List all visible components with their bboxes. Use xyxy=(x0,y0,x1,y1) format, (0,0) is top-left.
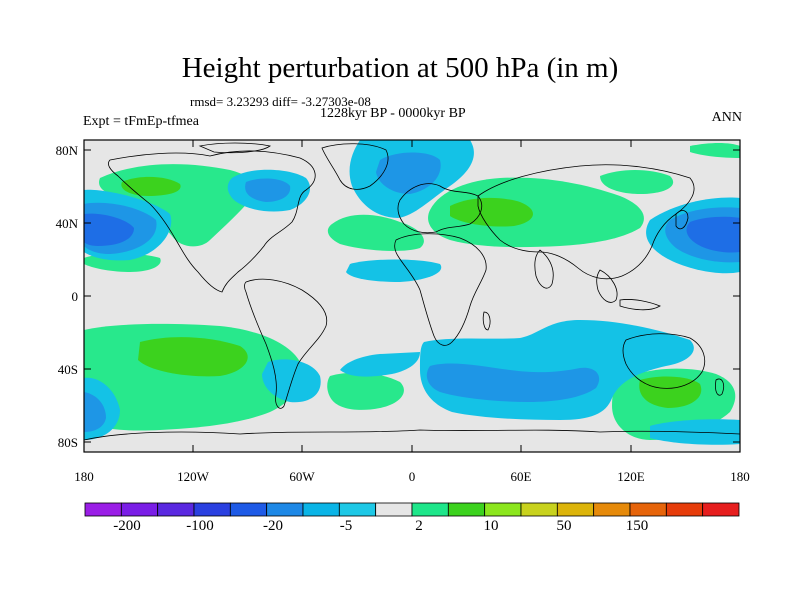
colorbar-box xyxy=(229,502,268,517)
season-label: ANN xyxy=(711,110,742,125)
coast-south-america xyxy=(244,278,328,409)
stats-text: rmsd= 3.23293 diff= -3.27303e-08 xyxy=(190,94,371,109)
contour-yellowgreen-eurasia xyxy=(450,197,533,227)
contour-midblue-south-left xyxy=(84,392,106,432)
coastlines xyxy=(84,142,740,452)
colorbar-box xyxy=(629,502,667,517)
contour-green-south-pacific xyxy=(84,323,302,431)
coast-africa xyxy=(394,233,487,346)
contour-fields xyxy=(84,140,740,445)
contour-green-atlantic xyxy=(327,214,424,251)
colorbar-box xyxy=(120,502,159,517)
coast-india xyxy=(534,249,554,289)
lon-label-60w: 60W xyxy=(289,469,315,484)
coast-asia xyxy=(477,164,695,280)
lat-label-80s: 80S xyxy=(57,435,78,450)
colorbar-label-10: 10 xyxy=(483,518,499,534)
colorbar-box xyxy=(484,502,522,517)
coast-southeast-asia xyxy=(596,269,618,303)
colorbar xyxy=(84,502,740,517)
colorbar-label-150: 150 xyxy=(625,518,649,534)
colorbar-label-2: 2 xyxy=(415,518,423,534)
lat-label-0: 0 xyxy=(71,289,79,304)
lat-label-40s: 40S xyxy=(57,362,78,377)
colorbar-box xyxy=(375,502,413,517)
colorbar-box xyxy=(702,502,740,517)
coast-japan xyxy=(675,210,689,230)
contour-darkblue-north-pacific xyxy=(84,213,134,246)
contour-green-sahara xyxy=(600,170,674,194)
contour-yellowgreen-canada xyxy=(121,176,181,196)
colorbar-box xyxy=(193,502,231,517)
coast-new-zealand xyxy=(715,378,724,396)
contour-midblue-hudson xyxy=(245,178,291,202)
contour-blue-atlantic-south xyxy=(340,352,420,377)
colorbar-box xyxy=(556,502,595,517)
colorbar-box xyxy=(84,502,122,517)
lon-label-180-right: 180 xyxy=(730,469,750,484)
contour-blue-mid-atlantic xyxy=(346,259,442,282)
period-text: 1228kyr BP - 0000kyr BP xyxy=(320,106,466,121)
colorbar-box xyxy=(266,502,304,517)
lon-label-60e: 60E xyxy=(510,469,532,484)
lon-label-180-left: 180 xyxy=(74,469,94,484)
contour-yellowgreen-south-pacific xyxy=(138,337,248,377)
lat-label-40n: 40N xyxy=(55,216,78,231)
map-title: Height perturbation at 500 hPa (in m) xyxy=(181,52,619,84)
experiment-label: Expt = tFmEp-tfmea xyxy=(83,114,199,129)
coast-madagascar xyxy=(482,311,491,331)
colorbar-box xyxy=(520,502,558,517)
coast-north-america xyxy=(108,150,316,293)
colorbar-box xyxy=(593,502,631,517)
coast-europe xyxy=(397,183,483,234)
contour-midblue-southern xyxy=(426,363,600,402)
contour-green-eurasia xyxy=(428,177,644,248)
colorbar-box xyxy=(338,502,377,517)
coast-antarctica xyxy=(84,429,740,452)
colorbar-box xyxy=(447,502,486,517)
lat-label-80n: 80N xyxy=(55,143,78,158)
colorbar-label-neg200: -200 xyxy=(113,518,141,534)
colorbar-label-neg5: -5 xyxy=(339,518,353,534)
coast-australia xyxy=(622,333,706,389)
lon-label-0: 0 xyxy=(408,469,416,484)
contour-green-right-top xyxy=(690,143,740,158)
lat-ticks xyxy=(84,149,740,443)
coast-greenland xyxy=(321,143,389,190)
colorbar-box xyxy=(157,502,195,517)
lon-ticks xyxy=(83,140,741,452)
coast-arctic-islands xyxy=(198,142,271,154)
colorbar-box xyxy=(411,502,449,517)
contour-yellowgreen-australia xyxy=(639,376,702,408)
contour-green-south-atlantic xyxy=(327,372,404,410)
colorbar-label-neg20: -20 xyxy=(263,518,283,534)
lon-label-120w: 120W xyxy=(177,469,209,484)
contour-darkblue-west-pacific xyxy=(686,216,740,253)
colorbar-label-neg100: -100 xyxy=(186,518,214,534)
colorbar-label-50: 50 xyxy=(556,518,572,534)
lon-label-120e: 120E xyxy=(617,469,645,484)
colorbar-box xyxy=(302,502,340,517)
coast-indonesia xyxy=(619,299,661,311)
colorbar-box xyxy=(665,502,704,517)
contour-blue-south-america-south xyxy=(262,359,321,403)
